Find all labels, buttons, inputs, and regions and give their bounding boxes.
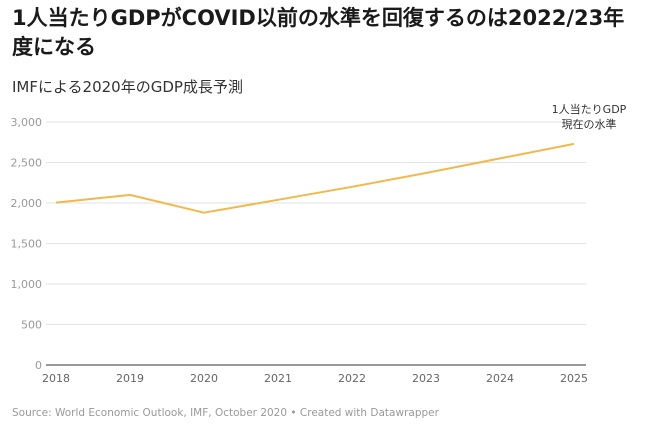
y-axis-ticks: 0 500 1,000 1,500 2,000 2,500 3,000 (11, 116, 43, 372)
x-tick-label: 2021 (264, 372, 292, 385)
x-tick-label: 2025 (560, 372, 588, 385)
x-tick-label: 2024 (486, 372, 514, 385)
y-tick-label: 2,500 (11, 157, 43, 170)
x-tick-label: 2023 (412, 372, 440, 385)
y-tick-label: 3,000 (11, 116, 43, 129)
x-tick-label: 2022 (338, 372, 366, 385)
y-tick-label: 500 (21, 319, 42, 332)
x-tick-label: 2018 (42, 372, 70, 385)
chart-subtitle: IMFによる2020年のGDP成長予測 (12, 78, 243, 96)
series-lines (55, 142, 575, 214)
source-footer: Source: World Economic Outlook, IMF, Oct… (12, 407, 439, 419)
annotation-line-1: 1人当たりGDP (552, 102, 627, 116)
annotation-line-2: 現在の水準 (562, 117, 617, 131)
y-tick-label: 1,500 (11, 238, 43, 251)
y-tick-label: 2,000 (11, 197, 43, 210)
y-tick-label: 0 (35, 359, 42, 372)
x-tick-label: 2020 (190, 372, 218, 385)
chart-title: 1人当たりGDPがCOVID以前の水準を回復するのは2022/23年度になる (12, 6, 625, 59)
gridlines (46, 121, 586, 366)
series-line (55, 142, 575, 214)
y-tick-label: 1,000 (11, 278, 43, 291)
x-tick-label: 2019 (116, 372, 144, 385)
line-annotation: 1人当たりGDP 現在の水準 (552, 102, 627, 131)
x-axis-ticks: 2018 2019 2020 2021 2022 2023 2024 2025 (42, 372, 588, 385)
